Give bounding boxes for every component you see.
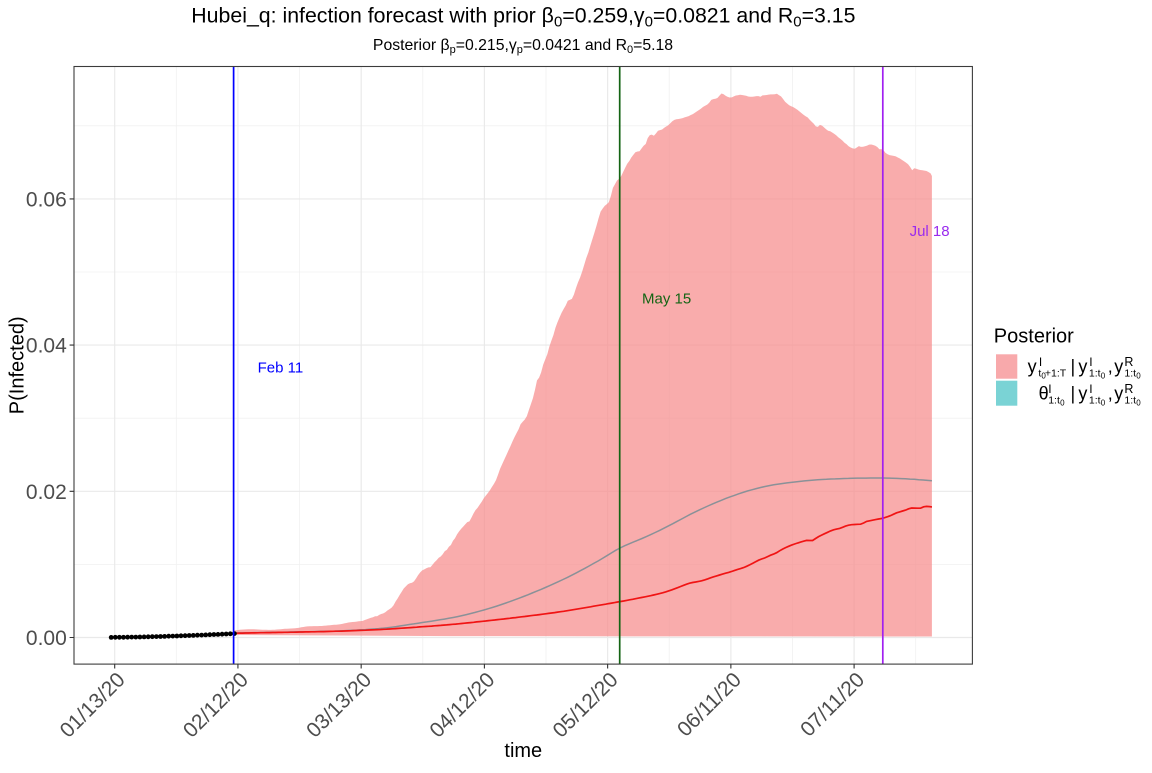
svg-text:P(Infected): P(Infected)	[7, 316, 29, 414]
svg-text:+1:T: +1:T	[1045, 367, 1067, 379]
svg-text:0: 0	[1136, 399, 1141, 408]
svg-text:y: y	[1078, 357, 1087, 377]
svg-text:I: I	[1039, 355, 1042, 369]
svg-text:Feb 11: Feb 11	[258, 359, 304, 376]
svg-text:θ: θ	[1039, 384, 1049, 404]
svg-text:y: y	[1028, 357, 1037, 377]
svg-text:0.04: 0.04	[26, 335, 67, 358]
svg-text:0: 0	[1041, 372, 1046, 381]
svg-text:R: R	[1124, 382, 1133, 396]
svg-text:1:t: 1:t	[1124, 394, 1136, 406]
svg-text:,: ,	[1108, 357, 1113, 377]
svg-text:1:t: 1:t	[1089, 394, 1101, 406]
svg-text:0: 0	[1101, 372, 1106, 381]
svg-text:y: y	[1114, 357, 1123, 377]
svg-text:1:t: 1:t	[1089, 367, 1101, 379]
svg-text:time: time	[504, 740, 542, 762]
svg-text:I: I	[1089, 382, 1092, 396]
svg-text:|: |	[1071, 384, 1076, 404]
svg-text:Hubei_q: infection forecast wi: Hubei_q: infection forecast with prior β…	[191, 4, 855, 31]
svg-text:Jul 18: Jul 18	[910, 223, 950, 240]
svg-text:y: y	[1114, 384, 1123, 404]
svg-text:0: 0	[1136, 372, 1141, 381]
svg-text:I: I	[1048, 382, 1051, 396]
svg-text:,: ,	[1108, 384, 1113, 404]
svg-text:R: R	[1124, 355, 1133, 369]
svg-text:1:t: 1:t	[1124, 367, 1136, 379]
svg-text:0.02: 0.02	[26, 481, 67, 504]
svg-text:0: 0	[1101, 399, 1106, 408]
svg-text:Posterior: Posterior	[994, 325, 1074, 347]
svg-text:0: 0	[1060, 399, 1065, 408]
svg-text:y: y	[1078, 384, 1087, 404]
svg-text:May 15: May 15	[642, 290, 691, 307]
svg-text:|: |	[1071, 357, 1076, 377]
svg-text:I: I	[1089, 355, 1092, 369]
svg-text:Posterior βp=0.215,γp=0.0421 a: Posterior βp=0.215,γp=0.0421 and R0=5.18	[373, 37, 673, 56]
svg-text:t: t	[1038, 367, 1041, 379]
svg-text:0.06: 0.06	[26, 189, 67, 212]
svg-text:0.00: 0.00	[26, 627, 67, 650]
svg-text:1:t: 1:t	[1048, 394, 1060, 406]
